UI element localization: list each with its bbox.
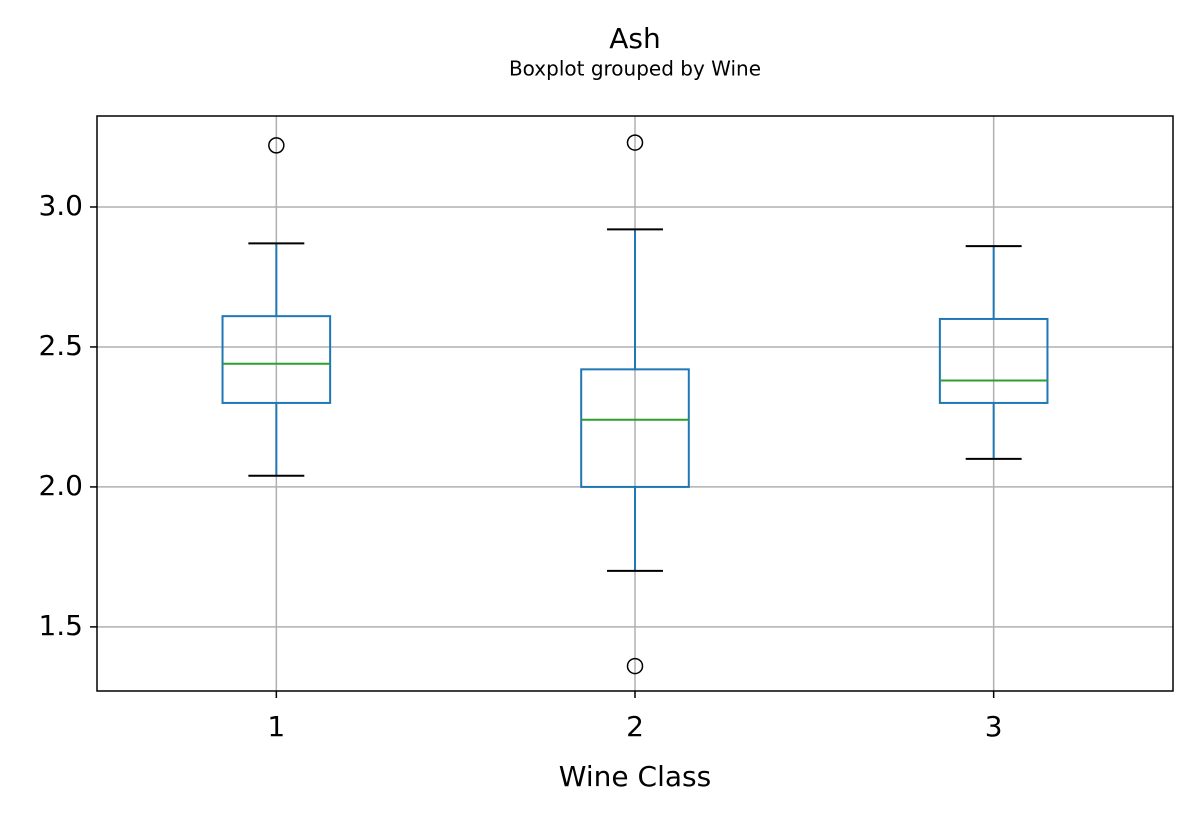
x-tick-label: 1 bbox=[267, 710, 285, 743]
flier bbox=[626, 657, 644, 675]
flier bbox=[268, 137, 285, 154]
x-axis-label: Wine Class bbox=[559, 760, 711, 793]
flier bbox=[626, 134, 644, 151]
chart-title: Ash bbox=[609, 22, 661, 55]
x-tick-label: 3 bbox=[985, 710, 1003, 743]
y-tick-label: 3.0 bbox=[38, 189, 83, 222]
chart-subtitle: Boxplot grouped by Wine bbox=[509, 57, 761, 81]
box bbox=[221, 315, 332, 404]
box bbox=[938, 317, 1049, 404]
y-tick-label: 1.5 bbox=[38, 609, 83, 642]
y-tick-label: 2.5 bbox=[38, 329, 83, 362]
plot-frame bbox=[96, 115, 1174, 692]
x-tick-label: 2 bbox=[626, 710, 644, 743]
box bbox=[580, 368, 690, 488]
y-tick-label: 2.0 bbox=[38, 469, 83, 502]
